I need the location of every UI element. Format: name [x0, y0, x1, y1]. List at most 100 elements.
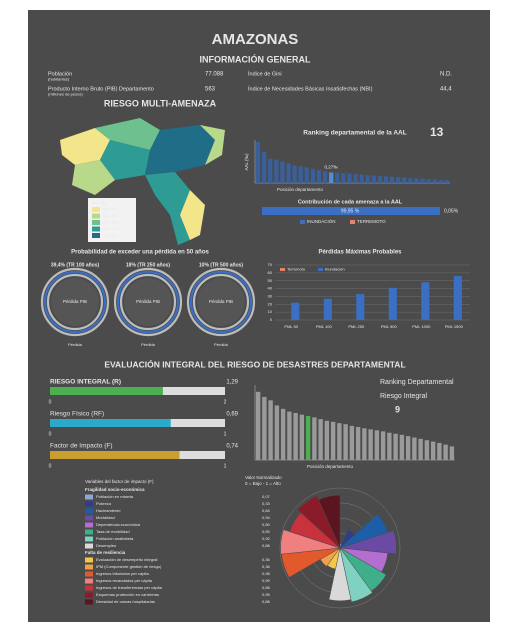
bar — [421, 282, 429, 320]
legend-swatch — [85, 579, 93, 584]
legend-label: Ingresos recaudados per cápita — [96, 578, 153, 583]
bar — [372, 176, 376, 183]
bar — [256, 392, 260, 460]
bar — [262, 397, 266, 460]
legend-label: Hacinamiento — [96, 508, 121, 513]
value-label: 0,38 — [262, 564, 271, 569]
info-value: 563 — [205, 87, 216, 93]
chart-title: Ranking departamental de la AAL — [303, 130, 406, 137]
bar — [350, 426, 354, 460]
bar — [335, 173, 339, 183]
info-value: 44,4 — [440, 87, 452, 93]
legend-swatch — [85, 544, 93, 549]
value-label: 0,92 — [262, 536, 271, 541]
bar — [381, 431, 385, 460]
legend-swatch — [350, 220, 355, 224]
bar — [375, 430, 379, 460]
bar — [454, 276, 462, 320]
legend-label: TERREMOTO — [357, 219, 386, 224]
bar — [275, 405, 279, 460]
bar — [408, 178, 412, 183]
donut-label: 10% (TR 500 años) — [199, 262, 244, 268]
axis-label: Posición departamento — [307, 464, 354, 469]
donut-center-label: Pérdida PIB — [136, 299, 160, 304]
legend-swatch — [85, 502, 93, 507]
bar — [325, 421, 329, 460]
y-tick-label: 20 — [268, 301, 273, 306]
bar — [337, 423, 341, 460]
donut-center-label: Pérdida PIB — [63, 299, 87, 304]
bar-label: Riesgo Físico (RF) — [50, 411, 104, 418]
value-label: 0,84 — [262, 508, 271, 513]
legend-swatch — [85, 593, 93, 598]
legend-label: Población en miseria — [96, 494, 134, 499]
bar — [406, 436, 410, 460]
x-tick-label: PML 100 — [316, 324, 333, 329]
bar — [311, 169, 315, 183]
bar — [418, 439, 422, 460]
bar — [356, 294, 364, 320]
data-label: 0,74 — [226, 444, 238, 450]
legend-swatch — [318, 268, 323, 271]
legend-swatch — [85, 537, 93, 542]
map-legend-swatch — [92, 207, 100, 212]
legend-swatch — [85, 516, 93, 521]
map-legend-swatch — [92, 233, 100, 238]
bar — [293, 413, 297, 460]
bar — [280, 162, 284, 184]
scale-label: 0 — [49, 463, 52, 469]
legend-swatch — [280, 268, 285, 271]
map-legend-label: 0,1 - 0,3 — [103, 213, 118, 218]
legend-label: Desempleo — [96, 543, 117, 548]
scale-label: 1 — [224, 431, 227, 437]
bar — [389, 288, 397, 320]
info-note: (millones de pesos) — [48, 92, 83, 97]
map-legend-label: 1,0 - 2,0 — [103, 233, 118, 238]
bar — [312, 417, 316, 460]
bar — [400, 435, 404, 460]
map-legend-label: 0,5 - 1,0 — [103, 226, 118, 231]
legend-label: Pobreza — [96, 501, 112, 506]
legend-swatch — [85, 509, 93, 514]
x-tick-label: PML 1500 — [445, 324, 464, 329]
info-value: 77.088 — [205, 72, 224, 78]
section-heading: RIESGO MULTI-AMENAZA — [104, 98, 217, 108]
axis-label: AAL (‰) — [244, 153, 249, 171]
y-tick-label: 10 — [268, 309, 273, 314]
bar — [299, 167, 303, 183]
title: AMAZONAS — [212, 31, 299, 48]
bar — [414, 178, 418, 183]
x-tick-label: PML 50 — [284, 324, 298, 329]
value-label: 0,88 — [262, 599, 271, 604]
bar — [431, 442, 435, 460]
map-legend-swatch — [92, 227, 100, 232]
legend-swatch — [85, 600, 93, 605]
value-label: 0,36 — [262, 557, 271, 562]
info-label: Índice de Gini — [248, 70, 282, 77]
bar — [274, 160, 278, 183]
legend-swatch — [85, 565, 93, 570]
bar — [343, 424, 347, 460]
legend-swatch — [85, 586, 93, 591]
legend-title: Variables del factor de impacto (F) — [85, 479, 154, 484]
value-label: 0,95 — [262, 592, 271, 597]
bar — [445, 180, 449, 183]
bar — [324, 299, 332, 320]
bar — [262, 152, 266, 183]
chart-subtitle: 0 = Bajo - 1 = Alto — [245, 481, 281, 486]
bar — [396, 177, 400, 183]
bar — [387, 433, 391, 460]
bar — [291, 303, 299, 320]
bar — [427, 179, 431, 183]
value-label: 0,07 — [262, 494, 271, 499]
chart-title: Ranking Departamental — [380, 379, 454, 386]
bar — [362, 428, 366, 460]
map-legend-swatch — [92, 220, 100, 225]
bar — [50, 387, 163, 395]
legend-swatch — [85, 523, 93, 528]
value-label: 0,33 — [262, 501, 271, 506]
x-tick-label: PML 1000 — [412, 324, 431, 329]
legend-label: Ingresos de transferencias per cápita — [96, 585, 163, 590]
bar — [331, 422, 335, 460]
